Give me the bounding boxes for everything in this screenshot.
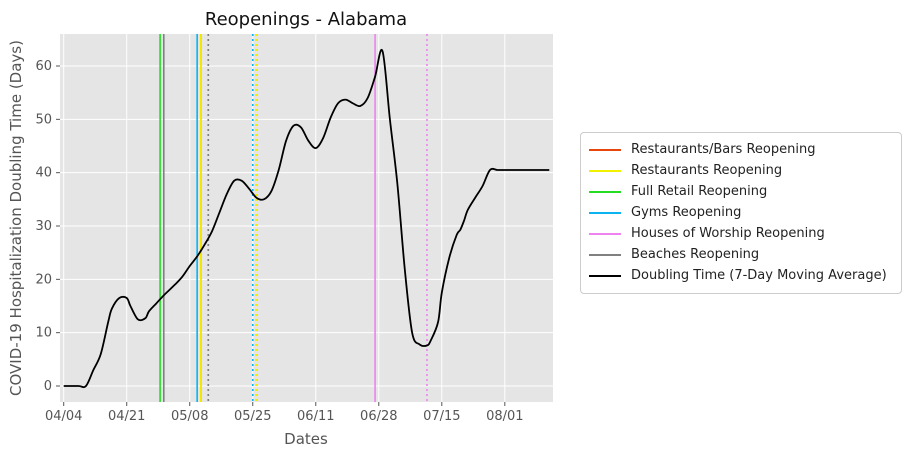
doubling-time-line bbox=[63, 48, 550, 389]
y-tick-label: 20 bbox=[35, 272, 52, 287]
legend-item: Beaches Reopening bbox=[589, 244, 893, 265]
x-tick-label: 04/21 bbox=[108, 409, 145, 424]
y-tick-label: 50 bbox=[35, 112, 52, 127]
y-axis-label: COVID-19 Hospitalization Doubling Time (… bbox=[7, 40, 25, 396]
legend-item: Houses of Worship Reopening bbox=[589, 223, 893, 244]
y-tick-label: 40 bbox=[35, 166, 52, 181]
legend-swatch bbox=[589, 232, 621, 235]
legend-label: Restaurants/Bars Reopening bbox=[631, 142, 816, 157]
legend-swatch bbox=[589, 190, 621, 193]
legend-swatch bbox=[589, 169, 621, 172]
legend-item: Restaurants/Bars Reopening bbox=[589, 139, 893, 160]
legend-item: Doubling Time (7-Day Moving Average) bbox=[589, 265, 893, 286]
legend-swatch bbox=[589, 211, 621, 214]
x-tick-label: 08/01 bbox=[486, 409, 523, 424]
reopening-lines bbox=[159, 34, 428, 402]
legend-swatch bbox=[589, 253, 621, 256]
x-tick-label: 04/04 bbox=[45, 409, 82, 424]
x-axis-label: Dates bbox=[284, 430, 328, 448]
y-axis: 0 10 20 30 40 50 60 bbox=[35, 59, 60, 394]
legend-item: Gyms Reopening bbox=[589, 202, 893, 223]
legend-label: Doubling Time (7-Day Moving Average) bbox=[631, 268, 887, 283]
legend-label: Gyms Reopening bbox=[631, 205, 742, 220]
legend-item: Full Retail Reopening bbox=[589, 181, 893, 202]
series-layer bbox=[63, 48, 550, 389]
x-tick-label: 07/15 bbox=[423, 409, 460, 424]
x-tick-label: 06/11 bbox=[297, 409, 334, 424]
legend-swatch bbox=[589, 274, 621, 277]
x-tick-label: 06/28 bbox=[360, 409, 397, 424]
y-tick-label: 0 bbox=[44, 379, 52, 394]
legend: Restaurants/Bars Reopening Restaurants Re… bbox=[580, 132, 902, 294]
x-tick-label: 05/25 bbox=[234, 409, 271, 424]
y-tick-label: 30 bbox=[35, 219, 52, 234]
legend-item: Restaurants Reopening bbox=[589, 160, 893, 181]
legend-swatch bbox=[589, 148, 621, 151]
plot-area bbox=[60, 34, 553, 402]
y-tick-label: 10 bbox=[35, 326, 52, 341]
legend-label: Restaurants Reopening bbox=[631, 163, 783, 178]
x-axis: 04/04 04/21 05/08 05/25 06/11 06/28 07/15 08/01 bbox=[45, 402, 524, 424]
legend-label: Beaches Reopening bbox=[631, 247, 760, 262]
grid bbox=[60, 34, 553, 402]
y-tick-label: 60 bbox=[35, 59, 52, 74]
legend-label: Full Retail Reopening bbox=[631, 184, 768, 199]
chart-title: Reopenings - Alabama bbox=[205, 9, 407, 30]
x-tick-label: 05/08 bbox=[171, 409, 208, 424]
legend-label: Houses of Worship Reopening bbox=[631, 226, 825, 241]
